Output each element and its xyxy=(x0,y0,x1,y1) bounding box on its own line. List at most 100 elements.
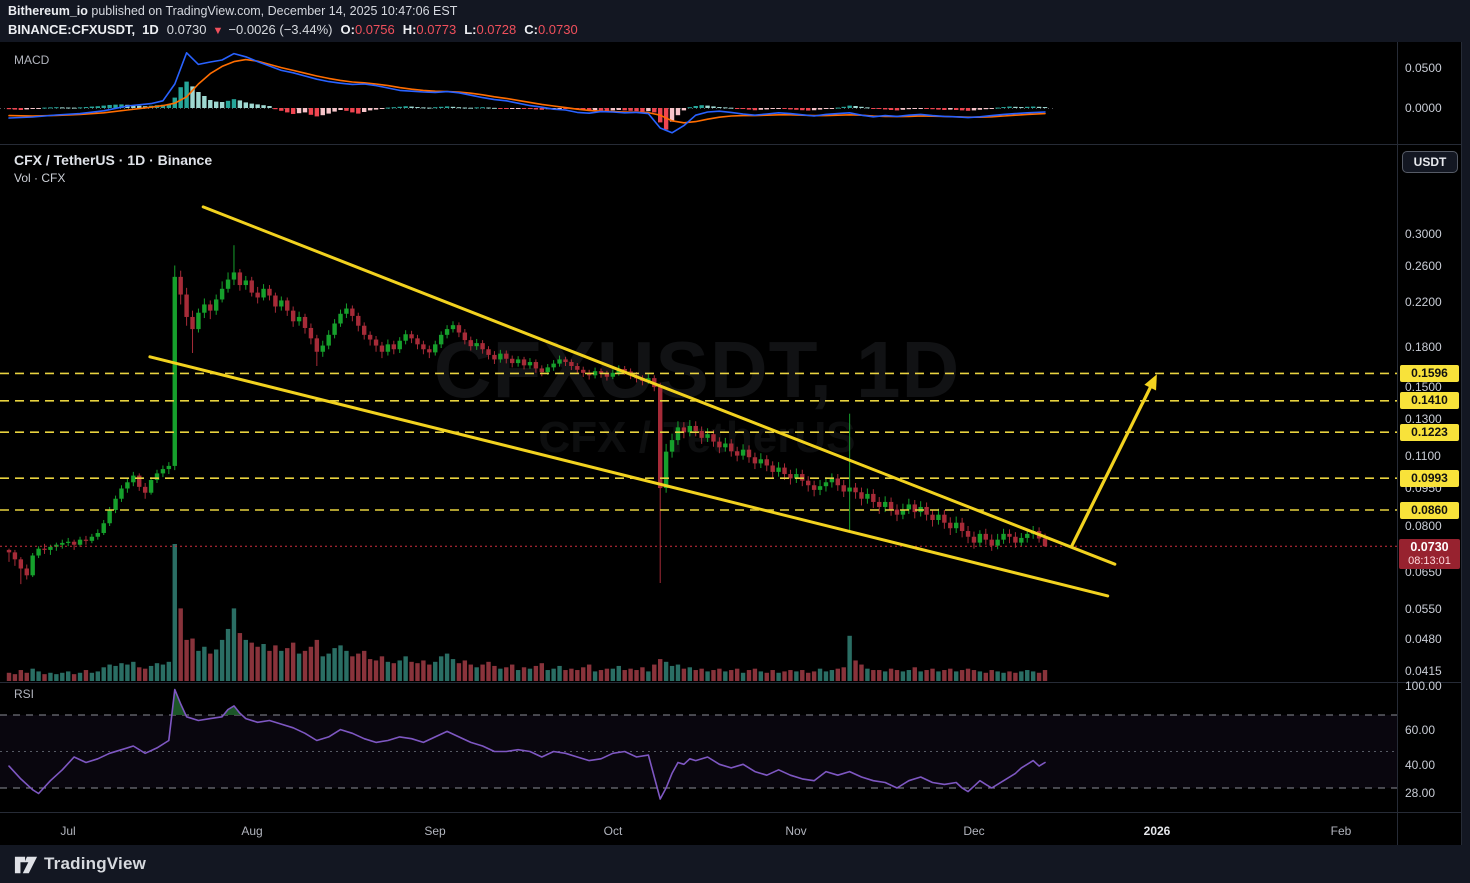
volume-bar xyxy=(60,672,65,681)
volume-bar xyxy=(586,664,592,681)
symbol-name: BINANCE:CFXUSDT, xyxy=(8,22,136,37)
volume-bar xyxy=(36,671,41,681)
candle-body xyxy=(800,474,805,481)
candle-body xyxy=(551,363,556,368)
level-price-badge[interactable]: 0.0993 xyxy=(1400,469,1459,487)
volume-bar xyxy=(575,670,580,681)
macd-histogram-bar xyxy=(83,107,89,109)
candle-body xyxy=(681,427,687,433)
candle-body xyxy=(320,345,325,352)
candle-body xyxy=(557,359,562,364)
volume-bar xyxy=(681,668,687,681)
macd-histogram-bar xyxy=(285,108,290,113)
volume-bar xyxy=(320,656,325,681)
volume-bar xyxy=(160,664,166,681)
candle-body xyxy=(521,359,527,366)
volume-bar xyxy=(279,650,284,681)
macd-histogram-bar xyxy=(178,87,183,108)
tradingview-brand-text[interactable]: TradingView xyxy=(44,854,147,873)
volume-bar xyxy=(628,668,633,681)
level-price-badge[interactable]: 0.1596 xyxy=(1400,364,1459,382)
volume-bar xyxy=(865,668,870,681)
horizontal-level-lines[interactable] xyxy=(0,372,1397,547)
macd-histogram-bar xyxy=(6,108,12,110)
volume-bar xyxy=(829,670,835,681)
macd-histogram-bar xyxy=(385,107,391,109)
candle-body xyxy=(142,486,148,493)
volume-bar xyxy=(142,668,148,681)
candle-body xyxy=(6,549,12,553)
macd-histogram-bar xyxy=(900,108,906,110)
level-price-badge[interactable]: 0.0860 xyxy=(1400,501,1459,519)
macd-histogram-bar xyxy=(586,108,592,111)
macd-histogram-bar xyxy=(237,100,243,108)
candle-body xyxy=(362,325,367,335)
chart-canvas[interactable] xyxy=(0,42,1397,812)
volume-bar xyxy=(66,671,71,681)
volume-bar xyxy=(89,672,95,681)
level-price-badge[interactable]: 0.1410 xyxy=(1400,392,1459,410)
macd-histogram-bar xyxy=(995,107,1000,109)
volume-bar xyxy=(273,645,278,681)
tradingview-logo-icon[interactable] xyxy=(13,853,39,877)
candle-body xyxy=(119,488,124,499)
candle-body xyxy=(373,339,379,346)
rsi-axis-label: 60.00 xyxy=(1405,723,1436,737)
trend-drawings[interactable] xyxy=(148,205,1157,598)
macd-histogram-bar xyxy=(859,106,864,108)
macd-histogram-bar xyxy=(89,106,95,108)
volume-bar xyxy=(888,668,894,681)
candle-body xyxy=(225,279,231,289)
candle-body xyxy=(48,546,53,550)
macd-histogram-bar xyxy=(462,107,468,109)
macd-histogram-bar xyxy=(24,108,29,110)
macd-histogram-bar xyxy=(882,108,888,110)
volume-bar xyxy=(592,671,598,681)
volume-bar xyxy=(811,671,817,681)
volume-bar xyxy=(438,656,444,681)
price-change: −0.0026 (−3.44%) xyxy=(228,22,333,37)
macd-histogram-bar xyxy=(717,107,722,109)
candle-body xyxy=(936,514,941,521)
rsi-timeaxis-separator xyxy=(0,812,1462,813)
macd-histogram-bar xyxy=(450,106,456,108)
candle-body xyxy=(391,344,396,350)
volume-bar xyxy=(675,664,681,681)
currency-toggle-button[interactable]: USDT xyxy=(1402,151,1458,173)
candle-body xyxy=(906,504,912,510)
volume-bar xyxy=(474,667,479,681)
volume-bar xyxy=(569,668,574,681)
volume-bar xyxy=(758,671,764,681)
macd-histogram-bar xyxy=(326,108,331,114)
macd-histogram-bar xyxy=(616,108,621,110)
candle-body xyxy=(296,316,302,322)
volume-bar xyxy=(581,667,586,681)
volume-bar xyxy=(717,668,722,681)
candle-body xyxy=(752,457,758,464)
volume-bar xyxy=(480,664,485,681)
macd-histogram-bar xyxy=(539,108,544,110)
macd-histogram-bar xyxy=(1007,106,1012,108)
volume-bar xyxy=(492,665,497,681)
volume-bar xyxy=(231,608,237,681)
volume-bar xyxy=(859,664,864,681)
volume-bar xyxy=(148,665,154,681)
price-axis[interactable]: 0.0500 0.0000 0.3000 0.2600 0.2200 0.1800 0.15… xyxy=(1397,42,1462,845)
macd-histogram-bar xyxy=(486,107,491,109)
macd-histogram-bar xyxy=(729,107,734,109)
volume-bar xyxy=(356,653,361,681)
volume-bar xyxy=(154,663,160,681)
macd-histogram-bar xyxy=(362,108,367,112)
macd-histogram-bar xyxy=(841,106,846,108)
level-price-badge[interactable]: 0.1223 xyxy=(1400,423,1459,441)
time-axis[interactable]: Jul Aug Sep Oct Nov Dec 2026 Feb xyxy=(0,812,1462,845)
volume-bar xyxy=(604,668,610,681)
macd-histogram-bar xyxy=(640,108,645,112)
candle-body xyxy=(249,280,254,293)
macd-histogram-bar xyxy=(788,108,793,110)
candle-body xyxy=(18,559,24,569)
macd-histogram-bar xyxy=(977,108,983,110)
candle-body xyxy=(924,506,929,515)
candle-body xyxy=(314,338,320,352)
